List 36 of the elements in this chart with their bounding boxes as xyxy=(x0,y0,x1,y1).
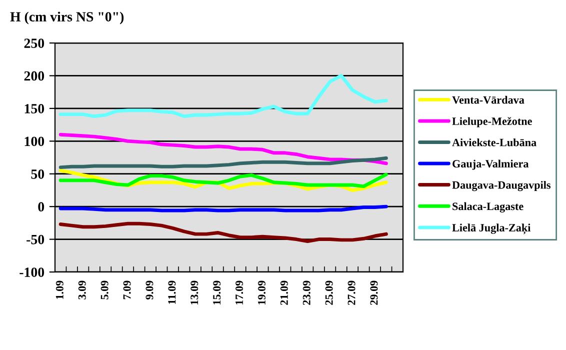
line-series xyxy=(58,172,388,188)
y-tick-label: 150 xyxy=(24,104,44,114)
chart-title: H (cm virs NS "0") xyxy=(10,12,124,24)
y-tick-label: 200 xyxy=(24,71,44,81)
x-tick-label: 7.09 xyxy=(123,280,131,300)
legend-label: Salaca-Lagaste xyxy=(452,202,524,212)
x-tick-label: 9.09 xyxy=(146,280,154,300)
line-series xyxy=(58,156,388,170)
line-series xyxy=(58,132,388,166)
x-tick-label: 5.09 xyxy=(100,280,108,300)
x-tick-label: 11.09 xyxy=(168,280,176,304)
x-tick-label: 29.09 xyxy=(370,280,378,305)
y-tick-label: 0 xyxy=(38,202,44,212)
x-tick-label: 13.09 xyxy=(190,280,198,304)
x-tick-label: 21.09 xyxy=(280,280,288,305)
x-tick-label: 23.09 xyxy=(302,280,310,305)
legend-label: Gauja-Valmiera xyxy=(452,160,529,170)
x-tick-label: 19.09 xyxy=(258,280,266,304)
y-tick-label: -50 xyxy=(26,234,44,244)
x-tick-label: 25.09 xyxy=(325,280,333,305)
x-tick-label: 1.09 xyxy=(56,280,64,299)
y-tick-label: 100 xyxy=(24,136,44,146)
y-tick-label: 250 xyxy=(24,38,44,48)
line-series xyxy=(58,74,388,118)
legend-label: Lielā Jugla-Zaķi xyxy=(452,224,531,234)
line-series xyxy=(58,222,388,243)
legend-label: Venta-Vārdava xyxy=(452,96,524,104)
legend-label: Lielupe-Mežotne xyxy=(452,117,532,128)
legend-label: Aiviekste-Lubāna xyxy=(452,138,536,146)
y-tick-label: 50 xyxy=(31,169,44,179)
x-tick-label: 15.09 xyxy=(213,280,221,304)
x-tick-label: 17.09 xyxy=(236,280,244,304)
x-tick-label: 27.09 xyxy=(348,280,356,305)
legend-label: Daugava-Daugavpils xyxy=(452,180,551,192)
y-tick-label: -100 xyxy=(20,268,44,277)
x-tick-label: 3.09 xyxy=(78,280,86,300)
